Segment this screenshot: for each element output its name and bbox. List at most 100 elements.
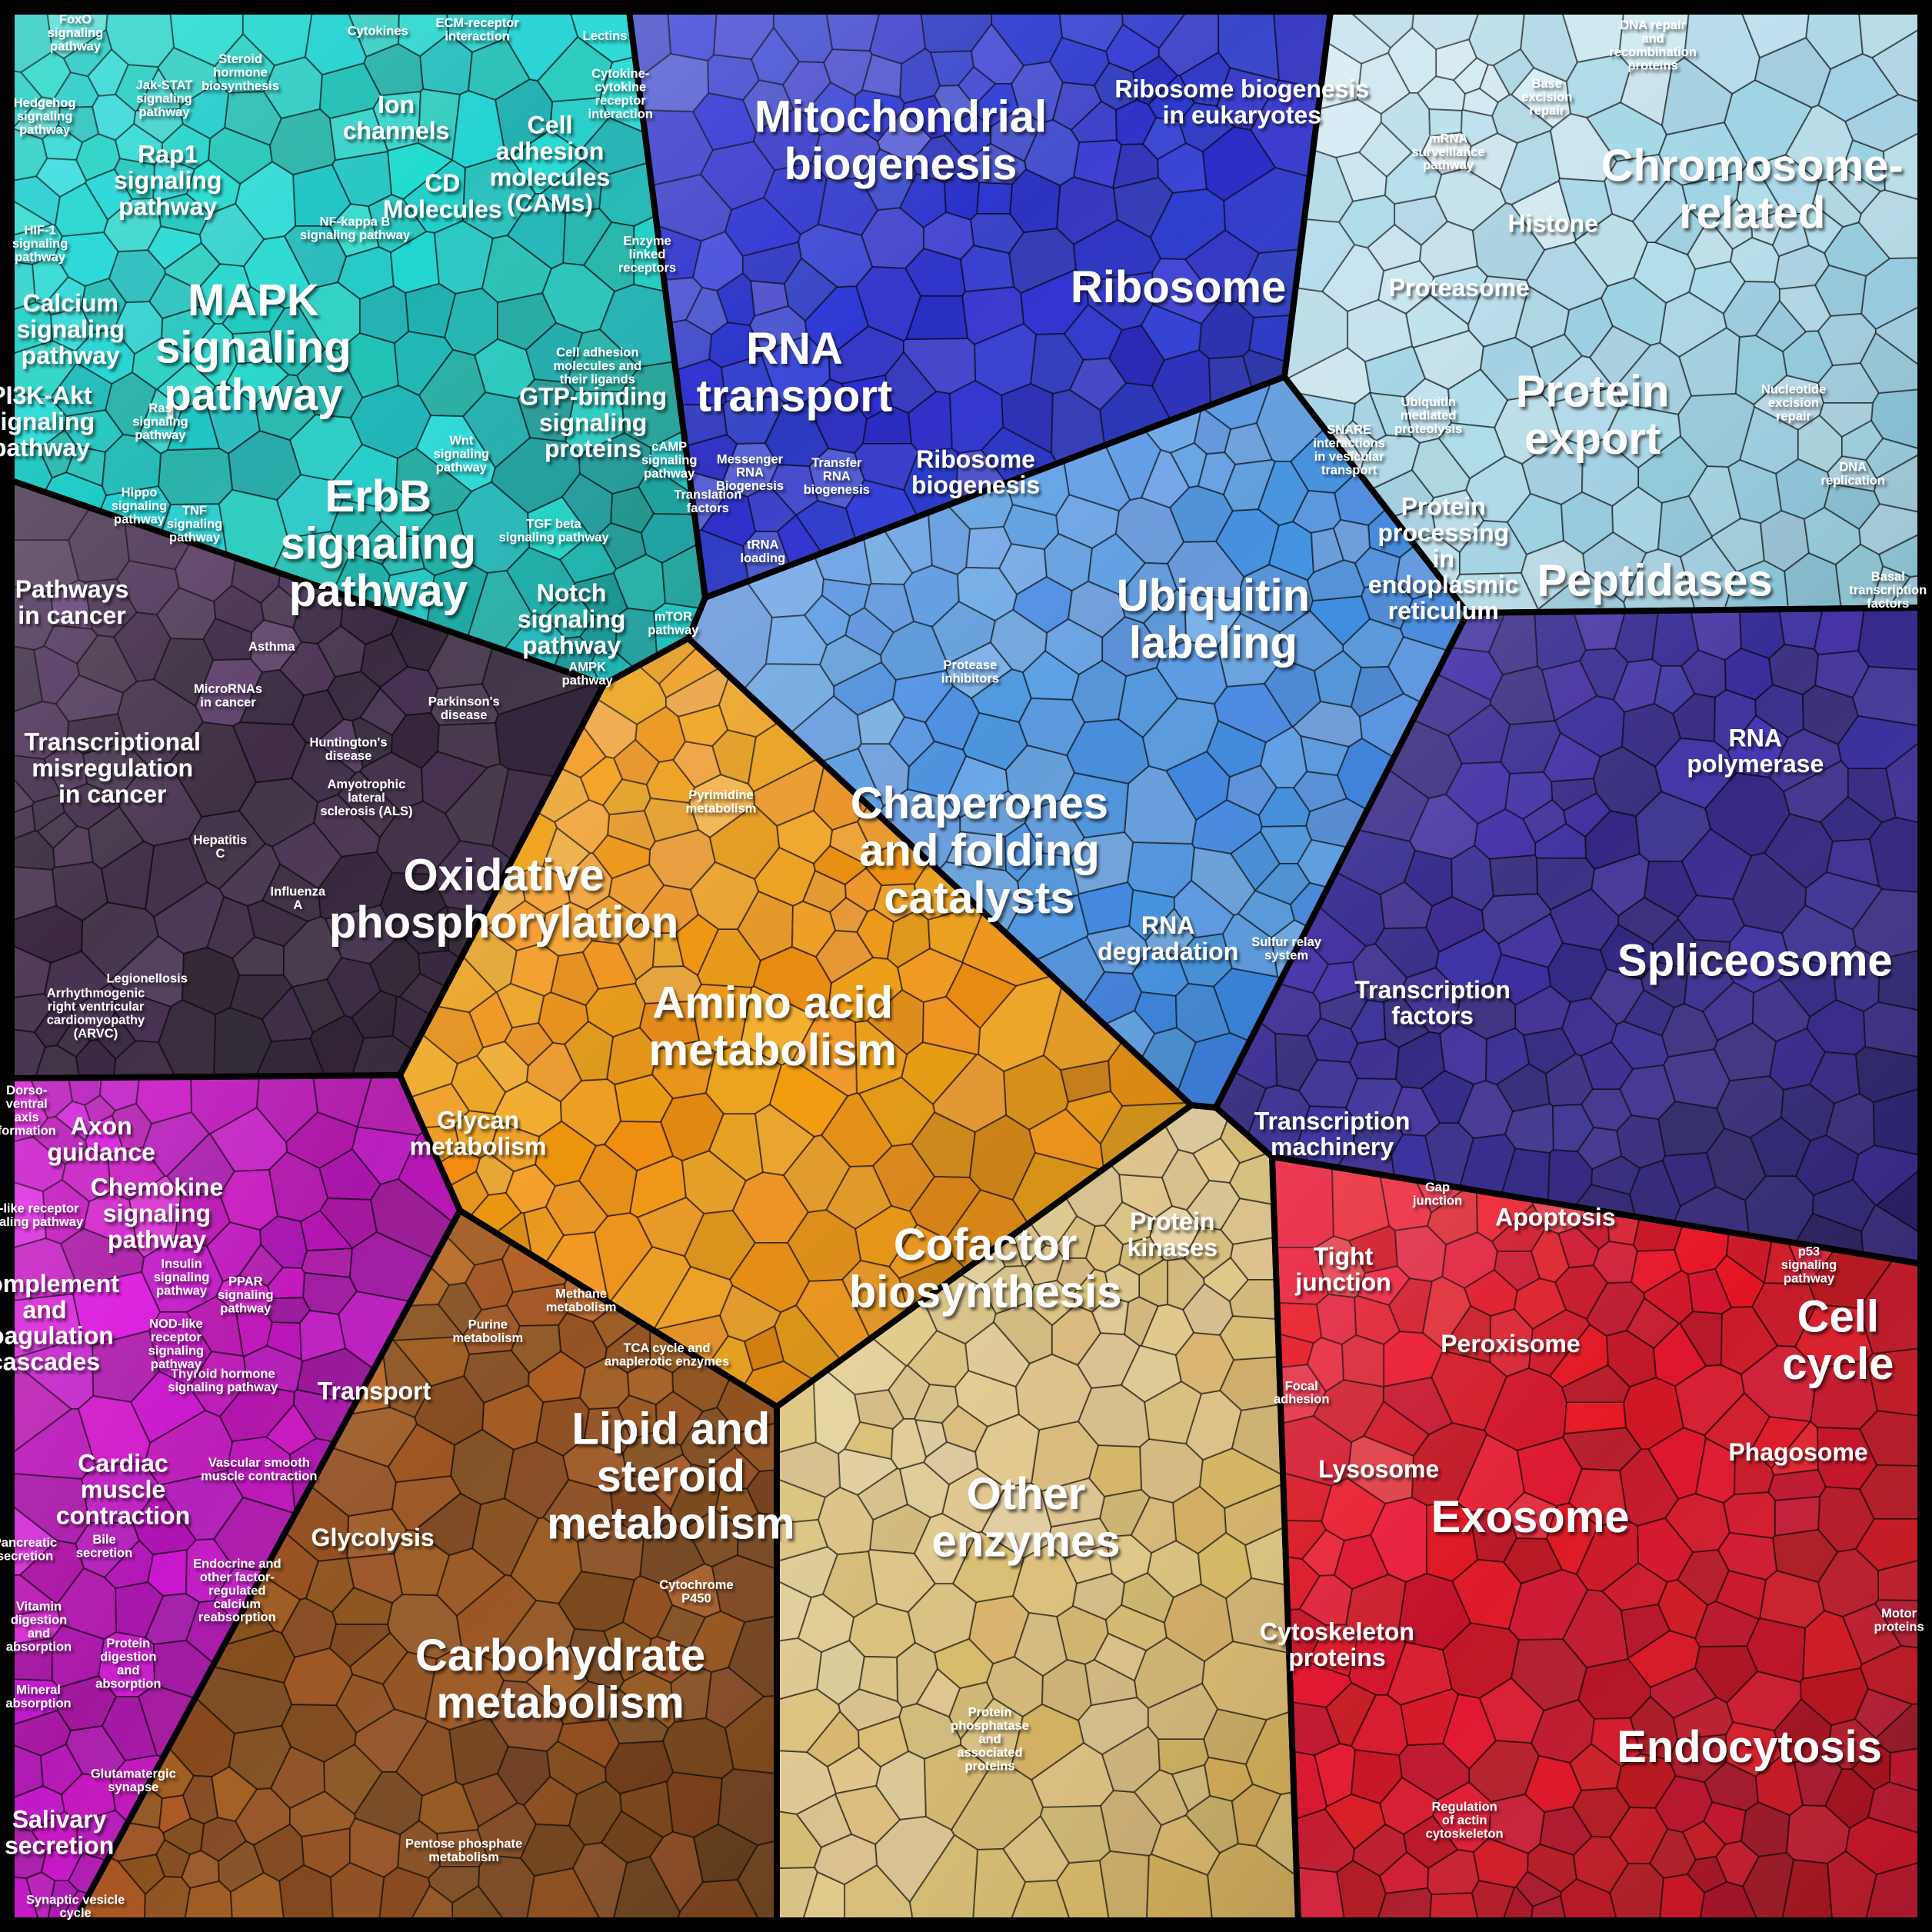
svg-text:polymerase: polymerase <box>1687 750 1824 778</box>
svg-text:pathway: pathway <box>562 674 614 688</box>
svg-text:cycle: cycle <box>59 1907 91 1920</box>
svg-text:Ribosome: Ribosome <box>916 445 1035 473</box>
svg-text:signaling: signaling <box>103 1199 211 1227</box>
svg-text:Chromosome-: Chromosome- <box>1601 141 1904 191</box>
svg-text:anaplerotic enzymes: anaplerotic enzymes <box>605 1354 729 1368</box>
svg-text:of actin: of actin <box>1442 1814 1487 1827</box>
svg-text:and: and <box>23 1296 67 1324</box>
svg-text:pathway: pathway <box>22 341 120 369</box>
svg-text:Cell: Cell <box>528 112 573 139</box>
svg-text:factors: factors <box>687 501 729 515</box>
svg-text:signaling pathway: signaling pathway <box>300 228 411 242</box>
svg-text:(ARVC): (ARVC) <box>74 1027 118 1041</box>
svg-text:Tight: Tight <box>1314 1242 1374 1270</box>
svg-text:pathway: pathway <box>0 434 90 461</box>
svg-text:transport: transport <box>697 371 893 421</box>
svg-text:signaling: signaling <box>1781 1258 1837 1272</box>
svg-text:Cardiac: Cardiac <box>78 1450 168 1477</box>
svg-text:DNA: DNA <box>1839 461 1867 475</box>
svg-text:inhibitors: inhibitors <box>941 672 999 686</box>
svg-text:signaling: signaling <box>148 1344 204 1358</box>
svg-text:secretion: secretion <box>0 1550 53 1564</box>
svg-text:Mineral: Mineral <box>16 1684 61 1697</box>
svg-text:excision: excision <box>1768 396 1819 410</box>
svg-text:linked: linked <box>629 248 666 261</box>
svg-text:secretion: secretion <box>5 1832 114 1860</box>
svg-text:pathway: pathway <box>644 467 695 481</box>
svg-text:FoxO: FoxO <box>59 12 92 26</box>
svg-text:Transcriptional: Transcriptional <box>25 728 201 756</box>
svg-text:Rap1: Rap1 <box>138 141 198 168</box>
svg-text:sclerosis (ALS): sclerosis (ALS) <box>320 804 412 818</box>
svg-text:in cancer: in cancer <box>200 695 256 709</box>
svg-text:Exosome: Exosome <box>1431 1492 1630 1542</box>
svg-text:Vitamin: Vitamin <box>16 1600 62 1614</box>
svg-text:and: and <box>1641 32 1664 45</box>
svg-text:Parkinson's: Parkinson's <box>428 695 500 708</box>
svg-text:proteolysis: proteolysis <box>1394 422 1462 436</box>
svg-text:formation: formation <box>0 1124 56 1138</box>
svg-text:Influenza: Influenza <box>271 885 326 899</box>
svg-text:Base: Base <box>1531 77 1561 91</box>
svg-text:Chemokine: Chemokine <box>91 1173 223 1201</box>
svg-text:Ubiquitin: Ubiquitin <box>1117 571 1310 621</box>
svg-text:in cancer: in cancer <box>18 601 126 629</box>
svg-text:adhesion: adhesion <box>496 137 604 165</box>
svg-text:Protein: Protein <box>1130 1208 1214 1235</box>
svg-text:Steroid: Steroid <box>218 52 262 66</box>
svg-text:Focal: Focal <box>1285 1379 1318 1393</box>
svg-text:and: and <box>978 1732 1001 1746</box>
svg-text:molecules and: molecules and <box>553 359 641 373</box>
svg-text:metabolism: metabolism <box>428 1850 499 1864</box>
svg-text:interaction: interaction <box>445 30 509 44</box>
svg-text:Complement: Complement <box>0 1270 119 1297</box>
svg-text:enzymes: enzymes <box>931 1517 1120 1567</box>
svg-text:Ubiquitin: Ubiquitin <box>1401 395 1455 409</box>
svg-text:biogenesis: biogenesis <box>784 139 1018 189</box>
svg-text:pathway: pathway <box>135 428 186 442</box>
svg-text:lateral: lateral <box>348 791 385 804</box>
svg-text:metabolism: metabolism <box>436 1678 684 1728</box>
svg-text:cascades: cascades <box>0 1348 100 1376</box>
svg-text:guidance: guidance <box>47 1138 155 1166</box>
svg-text:degradation: degradation <box>1098 938 1238 965</box>
svg-text:signaling: signaling <box>539 408 647 436</box>
svg-text:Insulin: Insulin <box>162 1257 202 1271</box>
svg-text:synapse: synapse <box>108 1780 158 1794</box>
svg-text:hormone: hormone <box>213 65 268 79</box>
svg-text:Glycolysis: Glycolysis <box>311 1524 435 1551</box>
svg-text:Oxidative: Oxidative <box>403 850 604 900</box>
svg-text:proteins: proteins <box>1628 58 1678 72</box>
svg-text:pathway: pathway <box>1423 158 1474 172</box>
svg-text:Regulation: Regulation <box>1431 1800 1497 1814</box>
svg-text:channels: channels <box>343 117 450 145</box>
svg-text:pathway: pathway <box>1784 1272 1835 1286</box>
svg-text:Transcription: Transcription <box>1254 1107 1411 1134</box>
svg-text:Wnt: Wnt <box>449 434 474 448</box>
svg-text:export: export <box>1524 414 1661 464</box>
svg-text:RNA: RNA <box>823 469 851 483</box>
svg-text:RNA: RNA <box>1141 911 1194 939</box>
svg-text:excision: excision <box>1521 91 1572 105</box>
svg-text:pathway: pathway <box>15 250 66 264</box>
svg-text:signaling: signaling <box>281 519 477 569</box>
svg-text:Phagosome: Phagosome <box>1728 1438 1867 1466</box>
svg-text:Ribosome biogenesis: Ribosome biogenesis <box>1114 75 1369 103</box>
svg-text:misregulation: misregulation <box>32 754 193 781</box>
svg-text:Pyrimidine: Pyrimidine <box>688 788 753 802</box>
svg-text:TGF beta: TGF beta <box>526 518 581 531</box>
svg-text:reticulum: reticulum <box>1388 597 1499 625</box>
svg-text:Translation: Translation <box>674 488 741 501</box>
svg-text:muscle: muscle <box>81 1475 165 1503</box>
svg-text:factors: factors <box>1391 1002 1474 1030</box>
svg-text:metabolism: metabolism <box>452 1331 523 1345</box>
svg-text:(CAMs): (CAMs) <box>507 189 593 217</box>
svg-text:ventral: ventral <box>6 1098 48 1111</box>
svg-text:biosynthesis: biosynthesis <box>202 79 279 93</box>
svg-text:pathway: pathway <box>289 566 468 616</box>
svg-text:biosynthesis: biosynthesis <box>849 1267 1122 1317</box>
svg-text:endoplasmic: endoplasmic <box>1368 571 1519 598</box>
svg-text:metabolism: metabolism <box>649 1025 897 1075</box>
svg-text:HIF-1: HIF-1 <box>24 223 55 237</box>
svg-text:in vesicular: in vesicular <box>1314 450 1384 464</box>
